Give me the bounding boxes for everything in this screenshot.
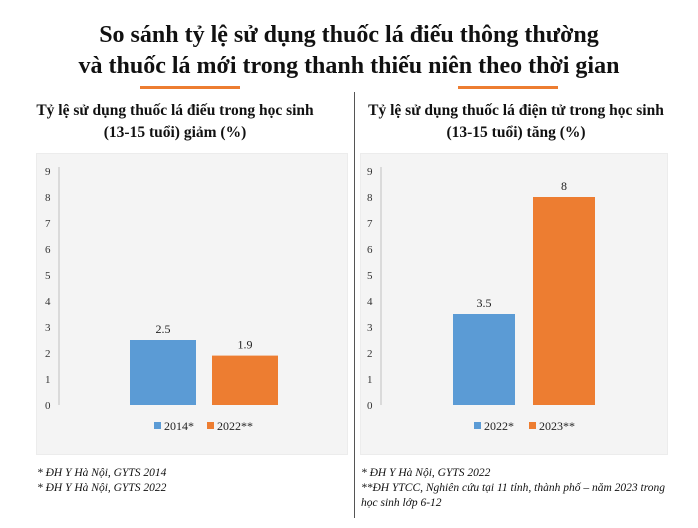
- right-note-3: học sinh lớp 6-12: [361, 497, 442, 509]
- main-title-line2: và thuốc lá mới trong thanh thiếu niên t…: [78, 53, 620, 79]
- left-bar-1: [130, 340, 196, 405]
- accent-line-left: [140, 86, 240, 89]
- right-y-tick-label: 1: [367, 374, 373, 386]
- left-data-label-1: 2.5: [156, 322, 171, 336]
- right-legend-label-1: 2022*: [484, 419, 514, 433]
- right-y-tick-label: 0: [367, 400, 373, 412]
- right-y-tick-label: 6: [367, 244, 373, 256]
- left-legend-label-2: 2022**: [217, 419, 253, 433]
- left-data-label-2: 1.9: [238, 338, 253, 352]
- right-data-label-1: 3.5: [477, 296, 492, 310]
- right-data-label-2: 8: [561, 179, 567, 193]
- left-bar-2: [212, 355, 278, 405]
- left-legend-swatch-2: [207, 422, 214, 429]
- left-y-tick-label: 0: [45, 400, 51, 412]
- right-note-2: **ĐH YTCC, Nghiên cứu tại 11 tỉnh, thành…: [361, 482, 666, 494]
- left-y-tick-label: 2: [45, 348, 51, 360]
- left-chart-title-line2: (13-15 tuổi) giảm (%): [103, 124, 247, 141]
- panel-divider: [354, 92, 355, 518]
- right-y-tick-label: 5: [367, 270, 373, 282]
- left-legend-label-1: 2014*: [164, 419, 194, 433]
- right-y-tick-label: 4: [367, 296, 373, 308]
- left-notes: * ĐH Y Hà Nội, GYTS 2014 * ĐH Y Hà Nội, …: [37, 466, 166, 496]
- left-y-tick-label: 8: [45, 192, 51, 204]
- right-bar-1: [453, 314, 515, 405]
- left-note-2: * ĐH Y Hà Nội, GYTS 2022: [37, 482, 167, 494]
- left-y-tick-label: 1: [45, 374, 51, 386]
- left-y-tick-label: 6: [45, 244, 51, 256]
- right-y-tick-label: 3: [367, 322, 373, 334]
- right-note-1: * ĐH Y Hà Nội, GYTS 2022: [361, 467, 491, 479]
- left-y-tick-label: 7: [45, 218, 51, 230]
- right-notes: * ĐH Y Hà Nội, GYTS 2022 **ĐH YTCC, Nghi…: [361, 466, 665, 511]
- right-chart-title: Tỷ lệ sử dụng thuốc lá điện tử trong học…: [366, 100, 666, 144]
- right-bar-2: [533, 197, 595, 405]
- left-y-tick-label: 5: [45, 270, 51, 282]
- right-legend-swatch-1: [474, 422, 481, 429]
- accent-line-right: [458, 86, 558, 89]
- main-title-line1: So sánh tỷ lệ sử dụng thuốc lá điếu thôn…: [99, 22, 599, 48]
- left-chart-title: Tỷ lệ sử dụng thuốc lá điếu trong học si…: [25, 100, 325, 144]
- left-legend-swatch-1: [154, 422, 161, 429]
- right-y-tick-label: 7: [367, 218, 373, 230]
- right-y-tick-label: 9: [367, 166, 373, 178]
- left-chart-title-line1: Tỷ lệ sử dụng thuốc lá điếu trong học si…: [36, 102, 314, 119]
- left-y-tick-label: 3: [45, 322, 51, 334]
- right-legend-label-2: 2023**: [539, 419, 575, 433]
- left-note-1: * ĐH Y Hà Nội, GYTS 2014: [37, 467, 167, 479]
- left-chart-panel: 0 1 2 3 4 5 6 7 8 9 2.5 2014* 1.9 2022**: [36, 153, 348, 455]
- right-y-tick-label: 2: [367, 348, 373, 360]
- left-y-tick-label: 9: [45, 166, 51, 178]
- right-chart-panel: 0 1 2 3 4 5 6 7 8 9 3.5 2022* 8 2023**: [360, 153, 668, 455]
- left-chart-svg: 0 1 2 3 4 5 6 7 8 9 2.5 2014* 1.9 2022**: [45, 166, 278, 433]
- right-legend-swatch-2: [529, 422, 536, 429]
- left-y-tick-label: 4: [45, 296, 51, 308]
- right-chart-title-line1: Tỷ lệ sử dụng thuốc lá điện tử trong học…: [368, 102, 664, 119]
- right-chart-title-line2: (13-15 tuổi) tăng (%): [446, 124, 586, 141]
- right-y-tick-label: 8: [367, 192, 373, 204]
- right-chart-svg: 0 1 2 3 4 5 6 7 8 9 3.5 2022* 8 2023**: [367, 166, 595, 433]
